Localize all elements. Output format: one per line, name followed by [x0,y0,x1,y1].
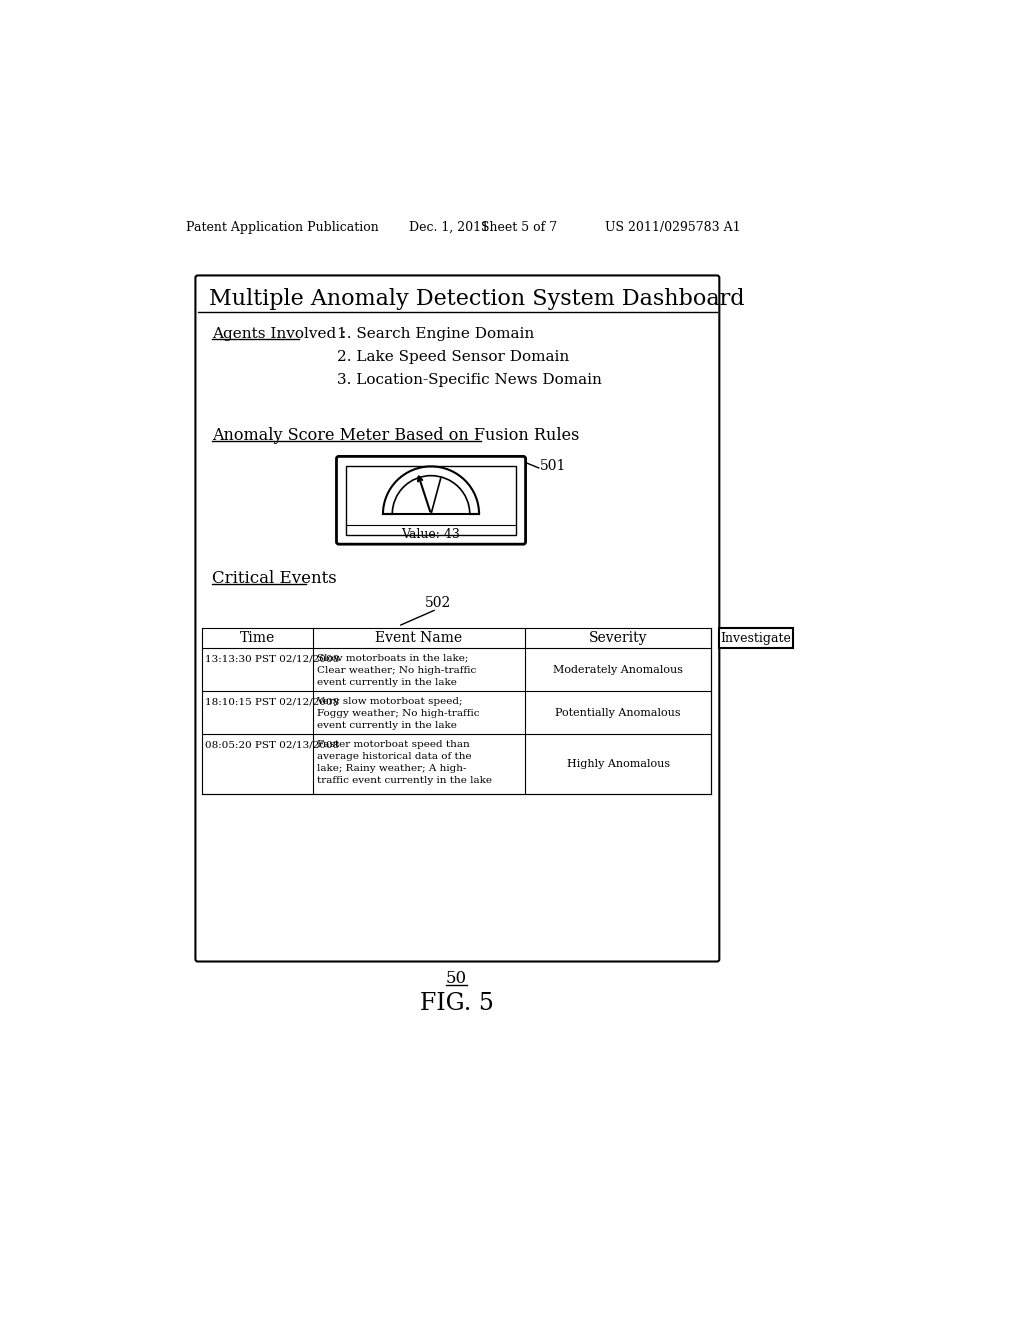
Text: 501: 501 [541,459,566,474]
Text: 2. Lake Speed Sensor Domain: 2. Lake Speed Sensor Domain [337,350,569,364]
FancyBboxPatch shape [196,276,719,961]
Text: Moderately Anomalous: Moderately Anomalous [553,665,683,675]
Text: Value: 43: Value: 43 [401,528,461,541]
Text: Critical Events: Critical Events [212,570,337,587]
Text: Agents Involved :: Agents Involved : [212,327,351,341]
FancyBboxPatch shape [337,457,525,544]
Text: Dec. 1, 2011: Dec. 1, 2011 [409,222,488,234]
Text: Anomaly Score Meter Based on Fusion Rules: Anomaly Score Meter Based on Fusion Rule… [212,428,580,444]
Text: Potentially Anomalous: Potentially Anomalous [555,708,681,718]
Text: Investigate: Investigate [720,631,792,644]
Bar [346,466,516,535]
Text: Patent Application Publication: Patent Application Publication [186,222,379,234]
Text: FIG. 5: FIG. 5 [420,993,494,1015]
Text: 502: 502 [425,597,452,610]
Text: 18:10:15 PST 02/12/2008: 18:10:15 PST 02/12/2008 [205,697,339,706]
Text: Severity: Severity [589,631,647,645]
Text: 1. Search Engine Domain: 1. Search Engine Domain [337,327,535,341]
Text: US 2011/0295783 A1: US 2011/0295783 A1 [604,222,740,234]
Text: Slow motorboats in the lake;
Clear weather; No high-traffic
event currently in t: Slow motorboats in the lake; Clear weath… [316,653,476,686]
Text: Time: Time [240,631,274,645]
Text: 08:05:20 PST 02/13/2008: 08:05:20 PST 02/13/2008 [205,741,339,750]
Text: Event Name: Event Name [376,631,463,645]
Text: 3. Location-Specific News Domain: 3. Location-Specific News Domain [337,374,602,387]
Text: Faster motorboat speed than
average historical data of the
lake; Rainy weather; : Faster motorboat speed than average hist… [316,739,492,785]
Text: Very slow motorboat speed;
Foggy weather; No high-traffic
event currently in the: Very slow motorboat speed; Foggy weather… [316,697,479,730]
Text: Highly Anomalous: Highly Anomalous [566,759,670,770]
Text: 13:13:30 PST 02/12/2008: 13:13:30 PST 02/12/2008 [205,655,339,663]
Text: Multiple Anomaly Detection System Dashboard: Multiple Anomaly Detection System Dashbo… [209,288,744,310]
Text: 50: 50 [446,970,467,987]
Bar [719,628,793,648]
Text: Sheet 5 of 7: Sheet 5 of 7 [480,222,557,234]
